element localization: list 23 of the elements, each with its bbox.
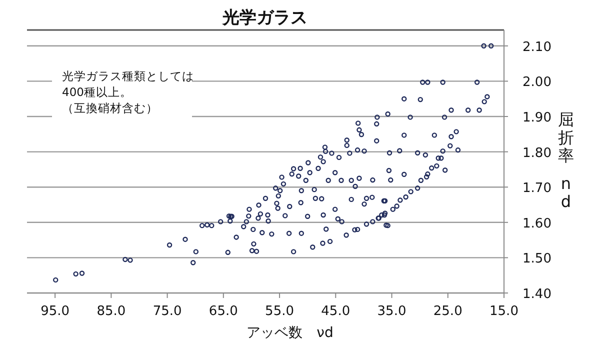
y-tick-label: 2.00 bbox=[522, 75, 552, 90]
annotation: 光学ガラス種類としては bbox=[62, 69, 194, 83]
x-axis-title: アッベ数 νd bbox=[246, 325, 334, 341]
x-tick-label: 15.0 bbox=[490, 304, 518, 319]
x-tick-label: 65.0 bbox=[208, 304, 238, 319]
y-tick-label: 1.90 bbox=[522, 110, 552, 126]
y-tick-label: 2.10 bbox=[522, 40, 552, 55]
y-tick-label: 1.60 bbox=[522, 216, 552, 232]
x-tick-label: 85.0 bbox=[96, 304, 126, 319]
x-tick-label: 55.0 bbox=[265, 304, 294, 319]
chart-title: 光学ガラス bbox=[222, 8, 308, 28]
x-tick-label: 35.0 bbox=[377, 304, 406, 319]
x-tick-label: 95.0 bbox=[40, 304, 70, 319]
x-tick-label: 25.0 bbox=[433, 304, 462, 319]
y-tick-label: 1.80 bbox=[522, 146, 552, 161]
y-tick-label: 1.50 bbox=[522, 252, 552, 267]
x-tick-label: 45.0 bbox=[321, 304, 350, 319]
annotation: （互換硝材含む） bbox=[62, 101, 158, 115]
x-tick-label: 75.0 bbox=[152, 304, 182, 319]
y-tick-label: 1.70 bbox=[522, 181, 552, 196]
annotation: 400種以上。 bbox=[62, 85, 132, 99]
y-tick-label: 1.40 bbox=[522, 287, 552, 302]
y-axis-title: 屈折率 nd bbox=[558, 110, 574, 211]
